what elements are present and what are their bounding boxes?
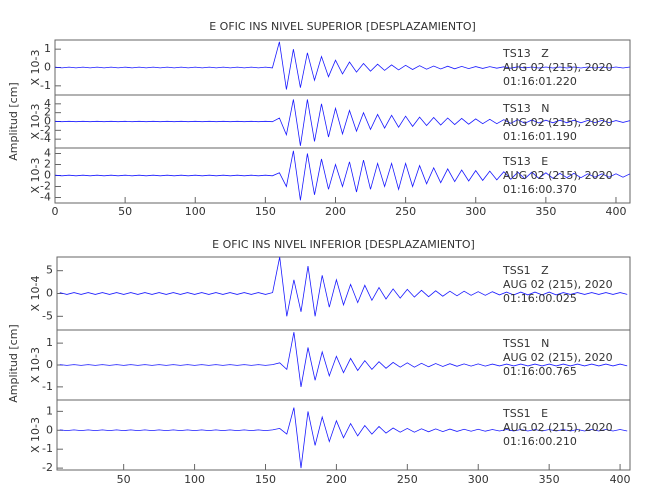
y-tick-label: -4 <box>40 191 51 204</box>
y-tick-label: 0 <box>46 287 53 300</box>
chart-title: E OFIC INS NIVEL SUPERIOR [DESPLAZAMIENT… <box>209 20 476 33</box>
x-tick-label: 250 <box>395 205 416 218</box>
x-tick-label: 50 <box>117 473 131 486</box>
waveform <box>54 41 631 90</box>
y-tick-label: -5 <box>42 309 53 322</box>
date-label: AUG 02 (215), 2020 <box>503 278 613 291</box>
time-label: 01:16:01.220 <box>503 75 577 88</box>
waveform <box>59 407 628 469</box>
panel-frame <box>56 399 631 471</box>
y-tick-label: -2 <box>42 461 53 474</box>
x-tick-label: 300 <box>468 473 489 486</box>
y-tick-label: -2 <box>40 123 51 136</box>
y-tick-label: 0 <box>44 115 51 128</box>
x-tick-label: 200 <box>325 205 346 218</box>
x-tick-label: 350 <box>539 473 560 486</box>
y-tick-label: -2 <box>40 180 51 193</box>
x-tick-label: 250 <box>397 473 418 486</box>
x-tick-label: 400 <box>610 473 631 486</box>
x-tick-label: 200 <box>326 473 347 486</box>
chart-title: E OFIC INS NIVEL INFERIOR [DESPLAZAMIENT… <box>212 238 475 251</box>
x-tick-label: 350 <box>535 205 556 218</box>
date-label: AUG 02 (215), 2020 <box>503 61 613 74</box>
multiplier-label: X 10-3 <box>29 50 42 86</box>
x-tick-label: 300 <box>465 205 486 218</box>
multiplier-label: X 10-3 <box>29 417 42 453</box>
multiplier-label: X 10-3 <box>29 158 42 194</box>
y-tick-label: 5 <box>46 264 53 277</box>
y-tick-label: 4 <box>44 97 51 110</box>
x-tick-label: 100 <box>185 205 206 218</box>
y-axis-label: Amplitud [cm] <box>7 324 20 402</box>
time-label: 01:16:00.370 <box>503 183 577 196</box>
waveform <box>54 150 631 201</box>
x-tick-label: 100 <box>184 473 205 486</box>
x-tick-label: 50 <box>118 205 132 218</box>
date-label: AUG 02 (215), 2020 <box>503 116 613 129</box>
time-label: 01:16:01.190 <box>503 130 577 143</box>
station-label: TSS1 N <box>502 337 549 350</box>
y-tick-label: -1 <box>42 380 53 393</box>
multiplier-label: X 10-3 <box>29 347 42 383</box>
station-label: TSS1 Z <box>502 264 549 277</box>
station-label: TSS1 E <box>502 407 548 420</box>
time-label: 01:16:00.765 <box>503 365 577 378</box>
waveform <box>59 256 628 317</box>
time-label: 01:16:00.025 <box>503 292 577 305</box>
date-label: AUG 02 (215), 2020 <box>503 421 613 434</box>
y-tick-label: 0 <box>44 169 51 182</box>
date-label: AUG 02 (215), 2020 <box>503 351 613 364</box>
station-label: TS13 N <box>502 102 549 115</box>
y-tick-label: 0 <box>44 61 51 74</box>
y-tick-label: 1 <box>46 336 53 349</box>
y-tick-label: 0 <box>46 423 53 436</box>
y-tick-label: 4 <box>44 147 51 160</box>
waveform <box>54 99 631 146</box>
x-tick-label: 0 <box>52 205 59 218</box>
date-label: AUG 02 (215), 2020 <box>503 169 613 182</box>
x-tick-label: 150 <box>255 205 276 218</box>
y-tick-label: 0 <box>46 358 53 371</box>
y-tick-label: 2 <box>44 158 51 171</box>
multiplier-label: X 10-3 <box>29 104 42 140</box>
multiplier-label: X 10-4 <box>29 276 42 312</box>
y-tick-label: 1 <box>46 404 53 417</box>
y-tick-label: -4 <box>40 132 51 145</box>
station-label: TS13 E <box>502 155 548 168</box>
y-tick-label: -1 <box>40 79 51 92</box>
station-label: TS13 Z <box>502 47 549 60</box>
waveform <box>59 332 628 387</box>
x-tick-label: 150 <box>255 473 276 486</box>
y-tick-label: 1 <box>44 42 51 55</box>
x-tick-label: 400 <box>605 205 626 218</box>
y-axis-label: Amplitud [cm] <box>7 82 20 160</box>
time-label: 01:16:00.210 <box>503 435 577 448</box>
y-tick-label: 2 <box>44 106 51 119</box>
y-tick-label: -1 <box>42 442 53 455</box>
